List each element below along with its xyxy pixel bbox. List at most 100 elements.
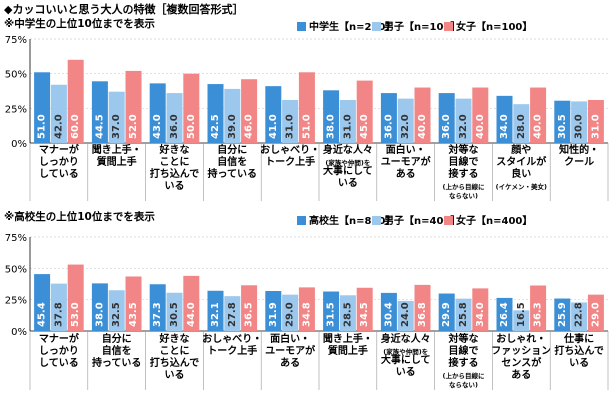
bar — [496, 95, 513, 143]
category-label: ならない) — [449, 191, 478, 200]
category-label: ある — [280, 356, 300, 369]
bar-value-label: 31.5 — [326, 302, 337, 327]
bar — [298, 72, 315, 143]
bar-value-label: 30.0 — [574, 114, 585, 139]
bar-value-label: 34.0 — [499, 114, 510, 139]
category-label: いる — [165, 369, 185, 381]
bar — [67, 59, 84, 143]
bar-value-label: 38.0 — [326, 114, 337, 139]
bar — [339, 100, 356, 143]
category-label: 大事にして — [381, 353, 431, 366]
bar — [149, 284, 166, 331]
bar-value-label: 22.8 — [574, 302, 585, 327]
category-label: ことに — [160, 156, 190, 168]
bar — [91, 283, 108, 331]
bar — [183, 73, 200, 143]
category-label: 質問上手 — [328, 344, 368, 357]
bar — [472, 288, 489, 331]
legend-swatch — [297, 22, 306, 31]
legend-swatch — [372, 22, 381, 31]
bar — [67, 264, 84, 331]
category-label: いる — [569, 357, 589, 369]
bar — [282, 294, 299, 331]
y-tick-label: 0% — [11, 139, 27, 150]
category-label: 大事にして — [323, 164, 373, 177]
category-label: 対等な — [448, 332, 479, 345]
bar — [282, 100, 299, 143]
category-label: 接する — [449, 167, 479, 180]
category-label: 接する — [449, 356, 479, 369]
bar — [125, 70, 142, 143]
bar — [224, 88, 241, 143]
bar-value-label: 34.0 — [475, 302, 486, 327]
category-label: (家族や仲間)を — [383, 347, 428, 356]
category-label: 面白い・ — [270, 332, 310, 345]
bar-value-label: 36.8 — [417, 302, 428, 327]
bar-value-label: 42.0 — [53, 114, 64, 139]
bar — [397, 98, 414, 143]
bar — [125, 276, 142, 331]
bar-value-label: 50.0 — [186, 114, 197, 139]
category-label: (家族や仲間)を — [325, 158, 370, 167]
category-label: ユーモアが — [381, 155, 432, 168]
bar — [571, 101, 588, 143]
category-label: 仕事に — [563, 332, 594, 345]
bar-value-label: 16.5 — [516, 302, 527, 327]
bar-value-label: 36.3 — [533, 302, 544, 327]
category-label: 質問上手 — [97, 155, 137, 168]
bar — [166, 93, 183, 143]
category-label: センスが — [501, 356, 542, 369]
bar-value-label: 40.0 — [475, 114, 486, 139]
legend-label: 女子【n=100】 — [456, 20, 532, 33]
legend-label: 高校生【n=800】 — [309, 214, 395, 227]
category-label: 身近な人々 — [381, 332, 431, 345]
category-label: ファッション — [491, 345, 551, 357]
category-label: 良い — [511, 167, 531, 180]
bar-value-label: 31.0 — [285, 114, 296, 139]
category-label: 自信を — [102, 344, 132, 357]
bar — [554, 298, 571, 331]
bar — [207, 84, 224, 143]
bar — [414, 87, 431, 143]
y-tick-label: 25% — [5, 104, 27, 115]
bar — [496, 297, 513, 331]
category-label: 面白い・ — [386, 143, 426, 156]
bar — [380, 292, 397, 331]
bar — [241, 285, 258, 331]
category-label: マナーが — [39, 143, 80, 156]
bar-value-label: 53.0 — [70, 302, 81, 327]
category-label: いる — [396, 366, 416, 378]
category-label: 聞き上手・ — [92, 143, 142, 156]
category-label: 好きな — [159, 143, 190, 156]
bar-value-label: 29.0 — [285, 302, 296, 327]
category-label: マナーが — [39, 332, 80, 345]
category-label: 対等な — [448, 143, 479, 156]
category-label: 聞き上手・ — [323, 332, 373, 345]
chart-subtitle: ※高校生の上位10位までを表示 — [4, 210, 155, 223]
bar — [380, 93, 397, 143]
bar-value-label: 42.5 — [210, 114, 221, 139]
bar — [414, 284, 431, 331]
y-tick-label: 50% — [5, 264, 27, 275]
bar-value-label: 29.9 — [441, 302, 452, 327]
bar — [356, 287, 373, 331]
bar — [455, 98, 472, 143]
category-label: 打ち込んで — [150, 356, 200, 369]
bar-value-label: 40.0 — [417, 114, 428, 139]
category-label: 自分に — [217, 143, 247, 156]
bar — [530, 87, 547, 143]
bar-value-label: 36.0 — [441, 114, 452, 139]
bar-value-label: 32.5 — [111, 302, 122, 327]
bar-value-label: 24.0 — [400, 302, 411, 327]
category-label: おしゃべり・ — [260, 144, 320, 156]
category-label: しっかり — [39, 156, 79, 168]
bar — [339, 295, 356, 331]
y-tick-label: 50% — [5, 70, 27, 81]
bar-value-label: 41.0 — [268, 114, 279, 139]
bar-value-label: 34.8 — [301, 302, 312, 327]
bar — [356, 80, 373, 143]
category-label: ある — [511, 368, 531, 381]
bar — [108, 91, 125, 143]
bar-value-label: 31.0 — [590, 114, 601, 139]
bar — [224, 296, 241, 331]
